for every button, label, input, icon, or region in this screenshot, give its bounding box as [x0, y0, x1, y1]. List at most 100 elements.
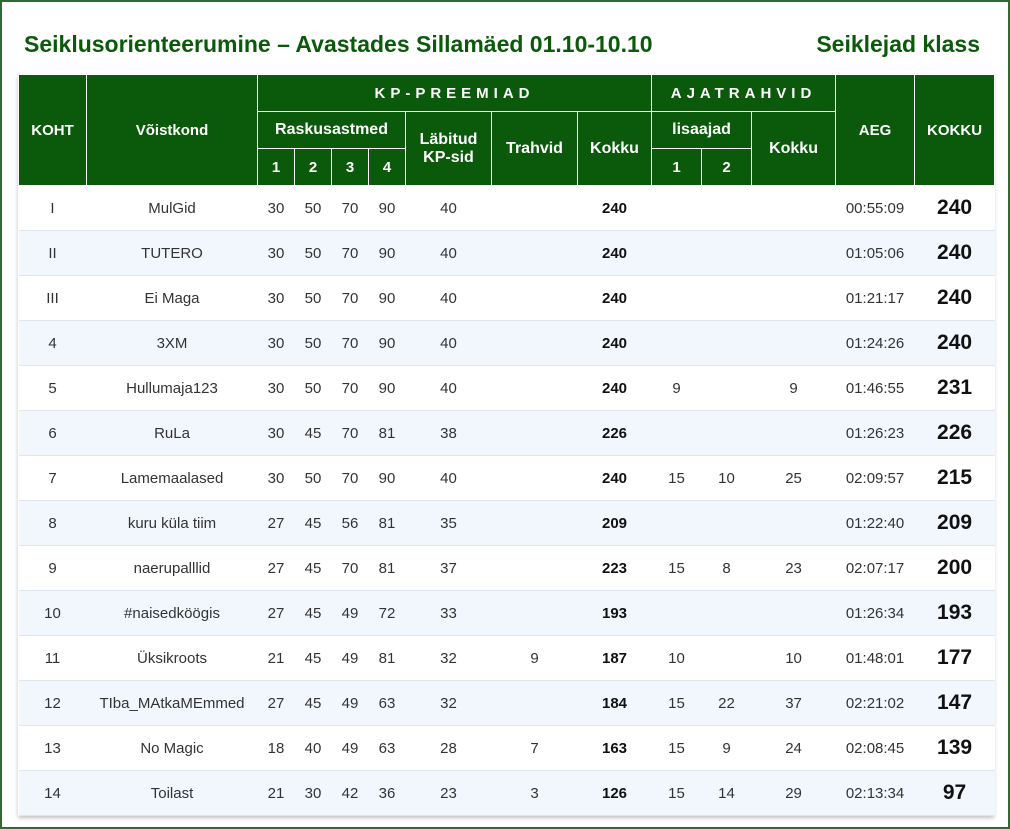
- cell-time-total: [751, 500, 836, 546]
- cell-extra-1: [651, 230, 702, 276]
- cell-passed: 40: [405, 320, 492, 366]
- cell-extra-2: [701, 185, 752, 231]
- cell-difficulty-1: 21: [257, 635, 295, 681]
- cell-extra-1: [651, 590, 702, 636]
- cell-difficulty-1: 30: [257, 320, 295, 366]
- cell-team: Üksikroots: [86, 635, 258, 681]
- results-table: KOHT Võistkond KP-PREEMIAD AJATRAHVID AE…: [18, 74, 996, 816]
- cell-difficulty-1: 27: [257, 500, 295, 546]
- cell-difficulty-3: 56: [331, 500, 369, 546]
- cell-difficulty-1: 21: [257, 770, 295, 816]
- cell-penalty: [491, 680, 578, 726]
- cell-time: 01:05:06: [835, 230, 915, 276]
- cell-place: 5: [18, 365, 87, 411]
- cell-time-total: 37: [751, 680, 836, 726]
- cell-difficulty-4: 90: [368, 455, 406, 501]
- cell-penalty: 3: [491, 770, 578, 816]
- cell-team: #naisedköögis: [86, 590, 258, 636]
- cell-passed: 40: [405, 365, 492, 411]
- cell-place: 9: [18, 545, 87, 591]
- header-place: KOHT: [18, 74, 87, 186]
- table-header: KOHT Võistkond KP-PREEMIAD AJATRAHVID AE…: [18, 74, 996, 186]
- cell-difficulty-4: 63: [368, 680, 406, 726]
- cell-extra-2: 9: [701, 725, 752, 771]
- cell-extra-1: 15: [651, 770, 702, 816]
- cell-difficulty-1: 27: [257, 545, 295, 591]
- cell-passed: 38: [405, 410, 492, 456]
- cell-difficulty-4: 90: [368, 275, 406, 321]
- header-kp-group: KP-PREEMIAD: [256, 74, 653, 112]
- cell-difficulty-4: 90: [368, 185, 406, 231]
- header-difficulty-3: 3: [331, 148, 369, 186]
- cell-grand-total: 231: [914, 365, 995, 411]
- table-row: 12 TIba_MAtkaMEmmed 27 45 49 63 32 184 15 22 37 02:…: [18, 680, 995, 726]
- cell-kp-total: 240: [577, 230, 652, 276]
- cell-passed: 40: [405, 230, 492, 276]
- cell-time: 01:22:40: [835, 500, 915, 546]
- cell-difficulty-2: 45: [294, 545, 332, 591]
- cell-difficulty-2: 50: [294, 320, 332, 366]
- header-difficulty-1: 1: [257, 148, 295, 186]
- cell-time: 00:55:09: [835, 185, 915, 231]
- header-passed: Läbitud KP-sid: [405, 111, 492, 186]
- cell-difficulty-4: 81: [368, 500, 406, 546]
- cell-penalty: [491, 455, 578, 501]
- cell-difficulty-3: 49: [331, 590, 369, 636]
- cell-team: kuru küla tiim: [86, 500, 258, 546]
- cell-difficulty-2: 45: [294, 500, 332, 546]
- page-header: Seiklusorienteerumine – Avastades Sillam…: [24, 28, 980, 60]
- results-table-wrapper: KOHT Võistkond KP-PREEMIAD AJATRAHVID AE…: [18, 74, 996, 816]
- cell-extra-1: 15: [651, 725, 702, 771]
- cell-difficulty-3: 70: [331, 320, 369, 366]
- cell-penalty: [491, 320, 578, 366]
- cell-extra-1: [651, 410, 702, 456]
- cell-extra-2: [701, 410, 752, 456]
- header-kp-total: Kokku: [576, 111, 653, 186]
- header-difficulty-2: 2: [294, 148, 332, 186]
- cell-time-total: 9: [751, 365, 836, 411]
- cell-place: 6: [18, 410, 87, 456]
- header-penalties: Trahvid: [491, 111, 578, 186]
- cell-extra-1: 9: [651, 365, 702, 411]
- cell-grand-total: 240: [914, 275, 995, 321]
- cell-kp-total: 240: [577, 455, 652, 501]
- cell-extra-2: [701, 230, 752, 276]
- cell-difficulty-4: 90: [368, 320, 406, 366]
- cell-team: naerupalllid: [86, 545, 258, 591]
- cell-grand-total: 177: [914, 635, 995, 681]
- cell-difficulty-1: 30: [257, 275, 295, 321]
- cell-extra-2: [701, 500, 752, 546]
- cell-kp-total: 163: [577, 725, 652, 771]
- cell-grand-total: 226: [914, 410, 995, 456]
- cell-team: Ei Maga: [86, 275, 258, 321]
- cell-place: 11: [18, 635, 87, 681]
- cell-extra-2: [701, 590, 752, 636]
- cell-difficulty-3: 70: [331, 545, 369, 591]
- cell-place: II: [18, 230, 87, 276]
- cell-kp-total: 187: [577, 635, 652, 681]
- cell-difficulty-1: 30: [257, 365, 295, 411]
- cell-difficulty-2: 50: [294, 365, 332, 411]
- cell-difficulty-2: 50: [294, 455, 332, 501]
- cell-difficulty-4: 81: [368, 545, 406, 591]
- cell-kp-total: 209: [577, 500, 652, 546]
- cell-time: 01:46:55: [835, 365, 915, 411]
- cell-difficulty-4: 63: [368, 725, 406, 771]
- header-difficulty-4: 4: [368, 148, 406, 186]
- cell-extra-2: [701, 320, 752, 366]
- cell-difficulty-1: 30: [257, 230, 295, 276]
- table-row: 4 3XM 30 50 70 90 40 240 01:24:26 240: [18, 320, 995, 366]
- cell-place: 14: [18, 770, 87, 816]
- cell-time-total: [751, 230, 836, 276]
- table-row: II TUTERO 30 50 70 90 40 240 01:05:06 240: [18, 230, 995, 276]
- table-row: 14 Toilast 21 30 42 36 23 3 126 15 14 29 02:13:34 97: [18, 770, 995, 816]
- header-grand-total: KOKKU: [914, 74, 996, 186]
- cell-passed: 40: [405, 455, 492, 501]
- cell-difficulty-1: 30: [257, 455, 295, 501]
- cell-grand-total: 240: [914, 320, 995, 366]
- cell-difficulty-4: 72: [368, 590, 406, 636]
- cell-time-total: [751, 185, 836, 231]
- cell-place: 10: [18, 590, 87, 636]
- cell-difficulty-2: 50: [294, 185, 332, 231]
- cell-difficulty-1: 30: [257, 185, 295, 231]
